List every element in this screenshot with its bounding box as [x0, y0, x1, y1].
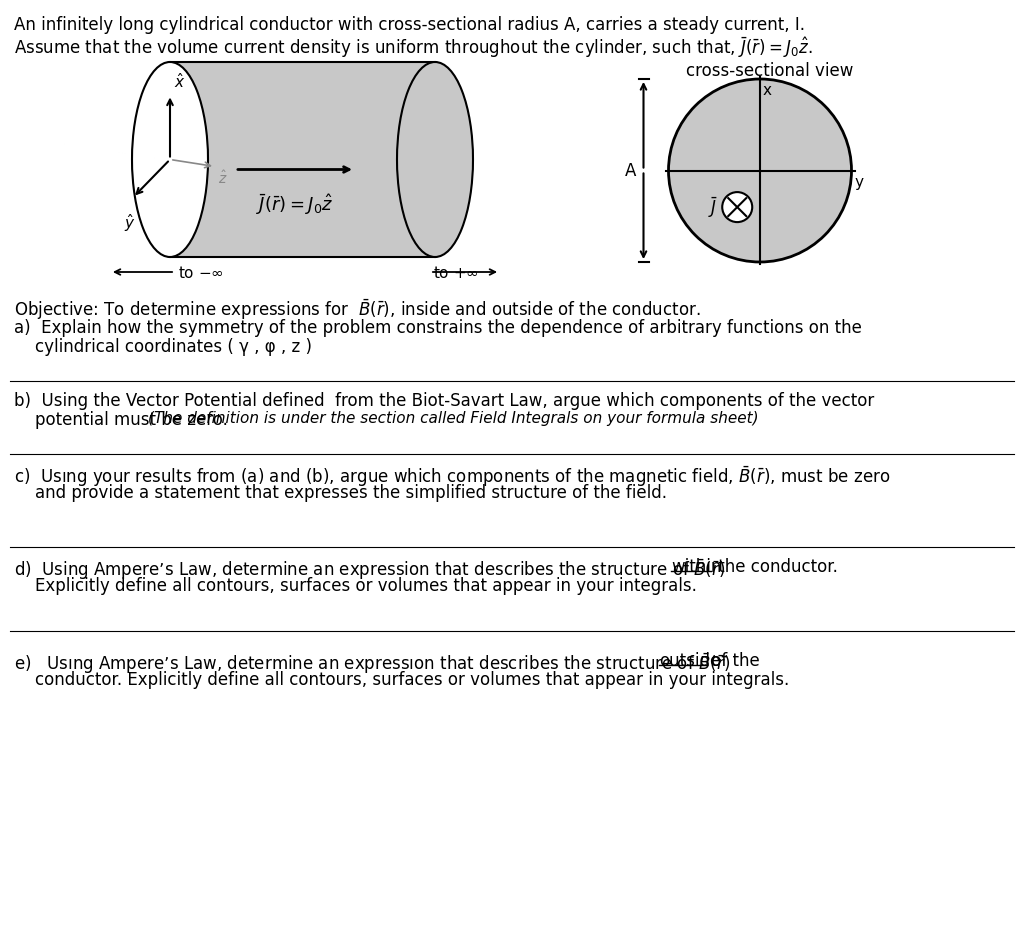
Text: to $+\infty$: to $+\infty$: [433, 264, 479, 280]
Text: Assume that the volume current density is uniform throughout the cylinder, such : Assume that the volume current density i…: [14, 35, 812, 59]
Text: $\hat{z}$: $\hat{z}$: [218, 169, 227, 187]
Ellipse shape: [132, 63, 208, 258]
Text: y: y: [854, 174, 863, 189]
Text: cross-sectional view: cross-sectional view: [686, 62, 854, 80]
Bar: [170, 63, 435, 258]
Text: potential must be zero.: potential must be zero.: [14, 410, 233, 429]
Text: An infinitely long cylindrical conductor with cross-sectional radius A, carries : An infinitely long cylindrical conductor…: [14, 16, 805, 34]
Text: cylindrical coordinates ( γ , φ , z ): cylindrical coordinates ( γ , φ , z ): [14, 338, 312, 355]
Text: Explicitly define all contours, surfaces or volumes that appear in your integral: Explicitly define all contours, surfaces…: [14, 576, 697, 594]
Text: to $-\infty$: to $-\infty$: [178, 264, 224, 280]
Text: within: within: [671, 558, 721, 575]
Circle shape: [722, 193, 753, 223]
Text: d)  Using Ampere’s Law, determine an expression that describes the structure of : d) Using Ampere’s Law, determine an expr…: [14, 558, 727, 582]
Text: b)  Using the Vector Potential defined  from the Biot-Savart Law, argue which co: b) Using the Vector Potential defined fr…: [14, 392, 874, 409]
Text: A: A: [625, 162, 637, 180]
Text: and provide a statement that expresses the simplified structure of the field.: and provide a statement that expresses t…: [14, 483, 667, 501]
Text: outside: outside: [659, 651, 720, 669]
Text: e)   Usıng Ampere’s Law, determine an expressıon that describes the structure of: e) Usıng Ampere’s Law, determine an expr…: [14, 651, 731, 676]
Text: of the: of the: [706, 651, 760, 669]
Text: c)  Usıng your results from (a) and (b), argue which components of the magnetic : c) Usıng your results from (a) and (b), …: [14, 465, 891, 489]
Ellipse shape: [397, 63, 473, 258]
Text: $\bar{J}$: $\bar{J}$: [709, 196, 718, 220]
Text: conductor. Explicitly define all contours, surfaces or volumes that appear in yo: conductor. Explicitly define all contour…: [14, 670, 790, 689]
Text: a)  Explain how the symmetry of the problem constrains the dependence of arbitra: a) Explain how the symmetry of the probl…: [14, 318, 862, 337]
Text: (The definition is under the section called Field Integrals on your formula shee: (The definition is under the section cal…: [148, 410, 759, 426]
Text: Objective: To determine expressions for  $\bar{B}(\bar{r})$, inside and outside : Objective: To determine expressions for …: [14, 298, 700, 322]
Text: $\hat{x}$: $\hat{x}$: [174, 71, 185, 90]
Text: $\hat{y}$: $\hat{y}$: [124, 213, 135, 234]
Text: the conductor.: the conductor.: [713, 558, 838, 575]
Text: $\bar{J}(\bar{r}) = J_0\hat{z}$: $\bar{J}(\bar{r}) = J_0\hat{z}$: [256, 192, 334, 217]
Text: x: x: [763, 83, 772, 97]
Circle shape: [669, 80, 852, 263]
